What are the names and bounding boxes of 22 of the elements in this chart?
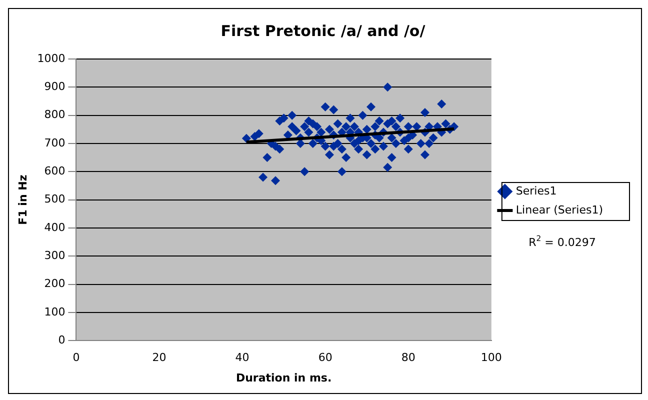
y-tick-label: 300: [44, 248, 66, 262]
legend-label: Linear (Series1): [516, 203, 603, 216]
y-tick-label: 600: [44, 164, 66, 178]
y-tick-label: 900: [44, 80, 66, 94]
y-tick-label: 0: [58, 333, 66, 346]
legend-label: Series1: [516, 184, 557, 198]
y-tick-label: 1000: [37, 52, 66, 65]
y-tick-label: 100: [44, 305, 66, 318]
y-tick-label: 200: [44, 277, 66, 290]
y-tick-label: 500: [44, 192, 66, 206]
x-tick-label: 0: [72, 351, 80, 364]
x-tick-label: 20: [152, 351, 166, 364]
y-tick-label: 700: [44, 136, 66, 150]
x-tick-label: 60: [318, 351, 332, 364]
y-axis-title: F1 in Hz: [16, 174, 30, 225]
x-tick-label: 80: [401, 351, 416, 364]
chart-title: First Pretonic /a/ and /o/: [220, 22, 426, 40]
y-tick-label: 400: [44, 220, 66, 234]
y-tick-label: 800: [44, 108, 66, 122]
x-tick-label: 40: [235, 351, 250, 364]
x-axis-title: Duration in ms.: [236, 371, 332, 384]
x-tick-label: 100: [480, 351, 502, 364]
